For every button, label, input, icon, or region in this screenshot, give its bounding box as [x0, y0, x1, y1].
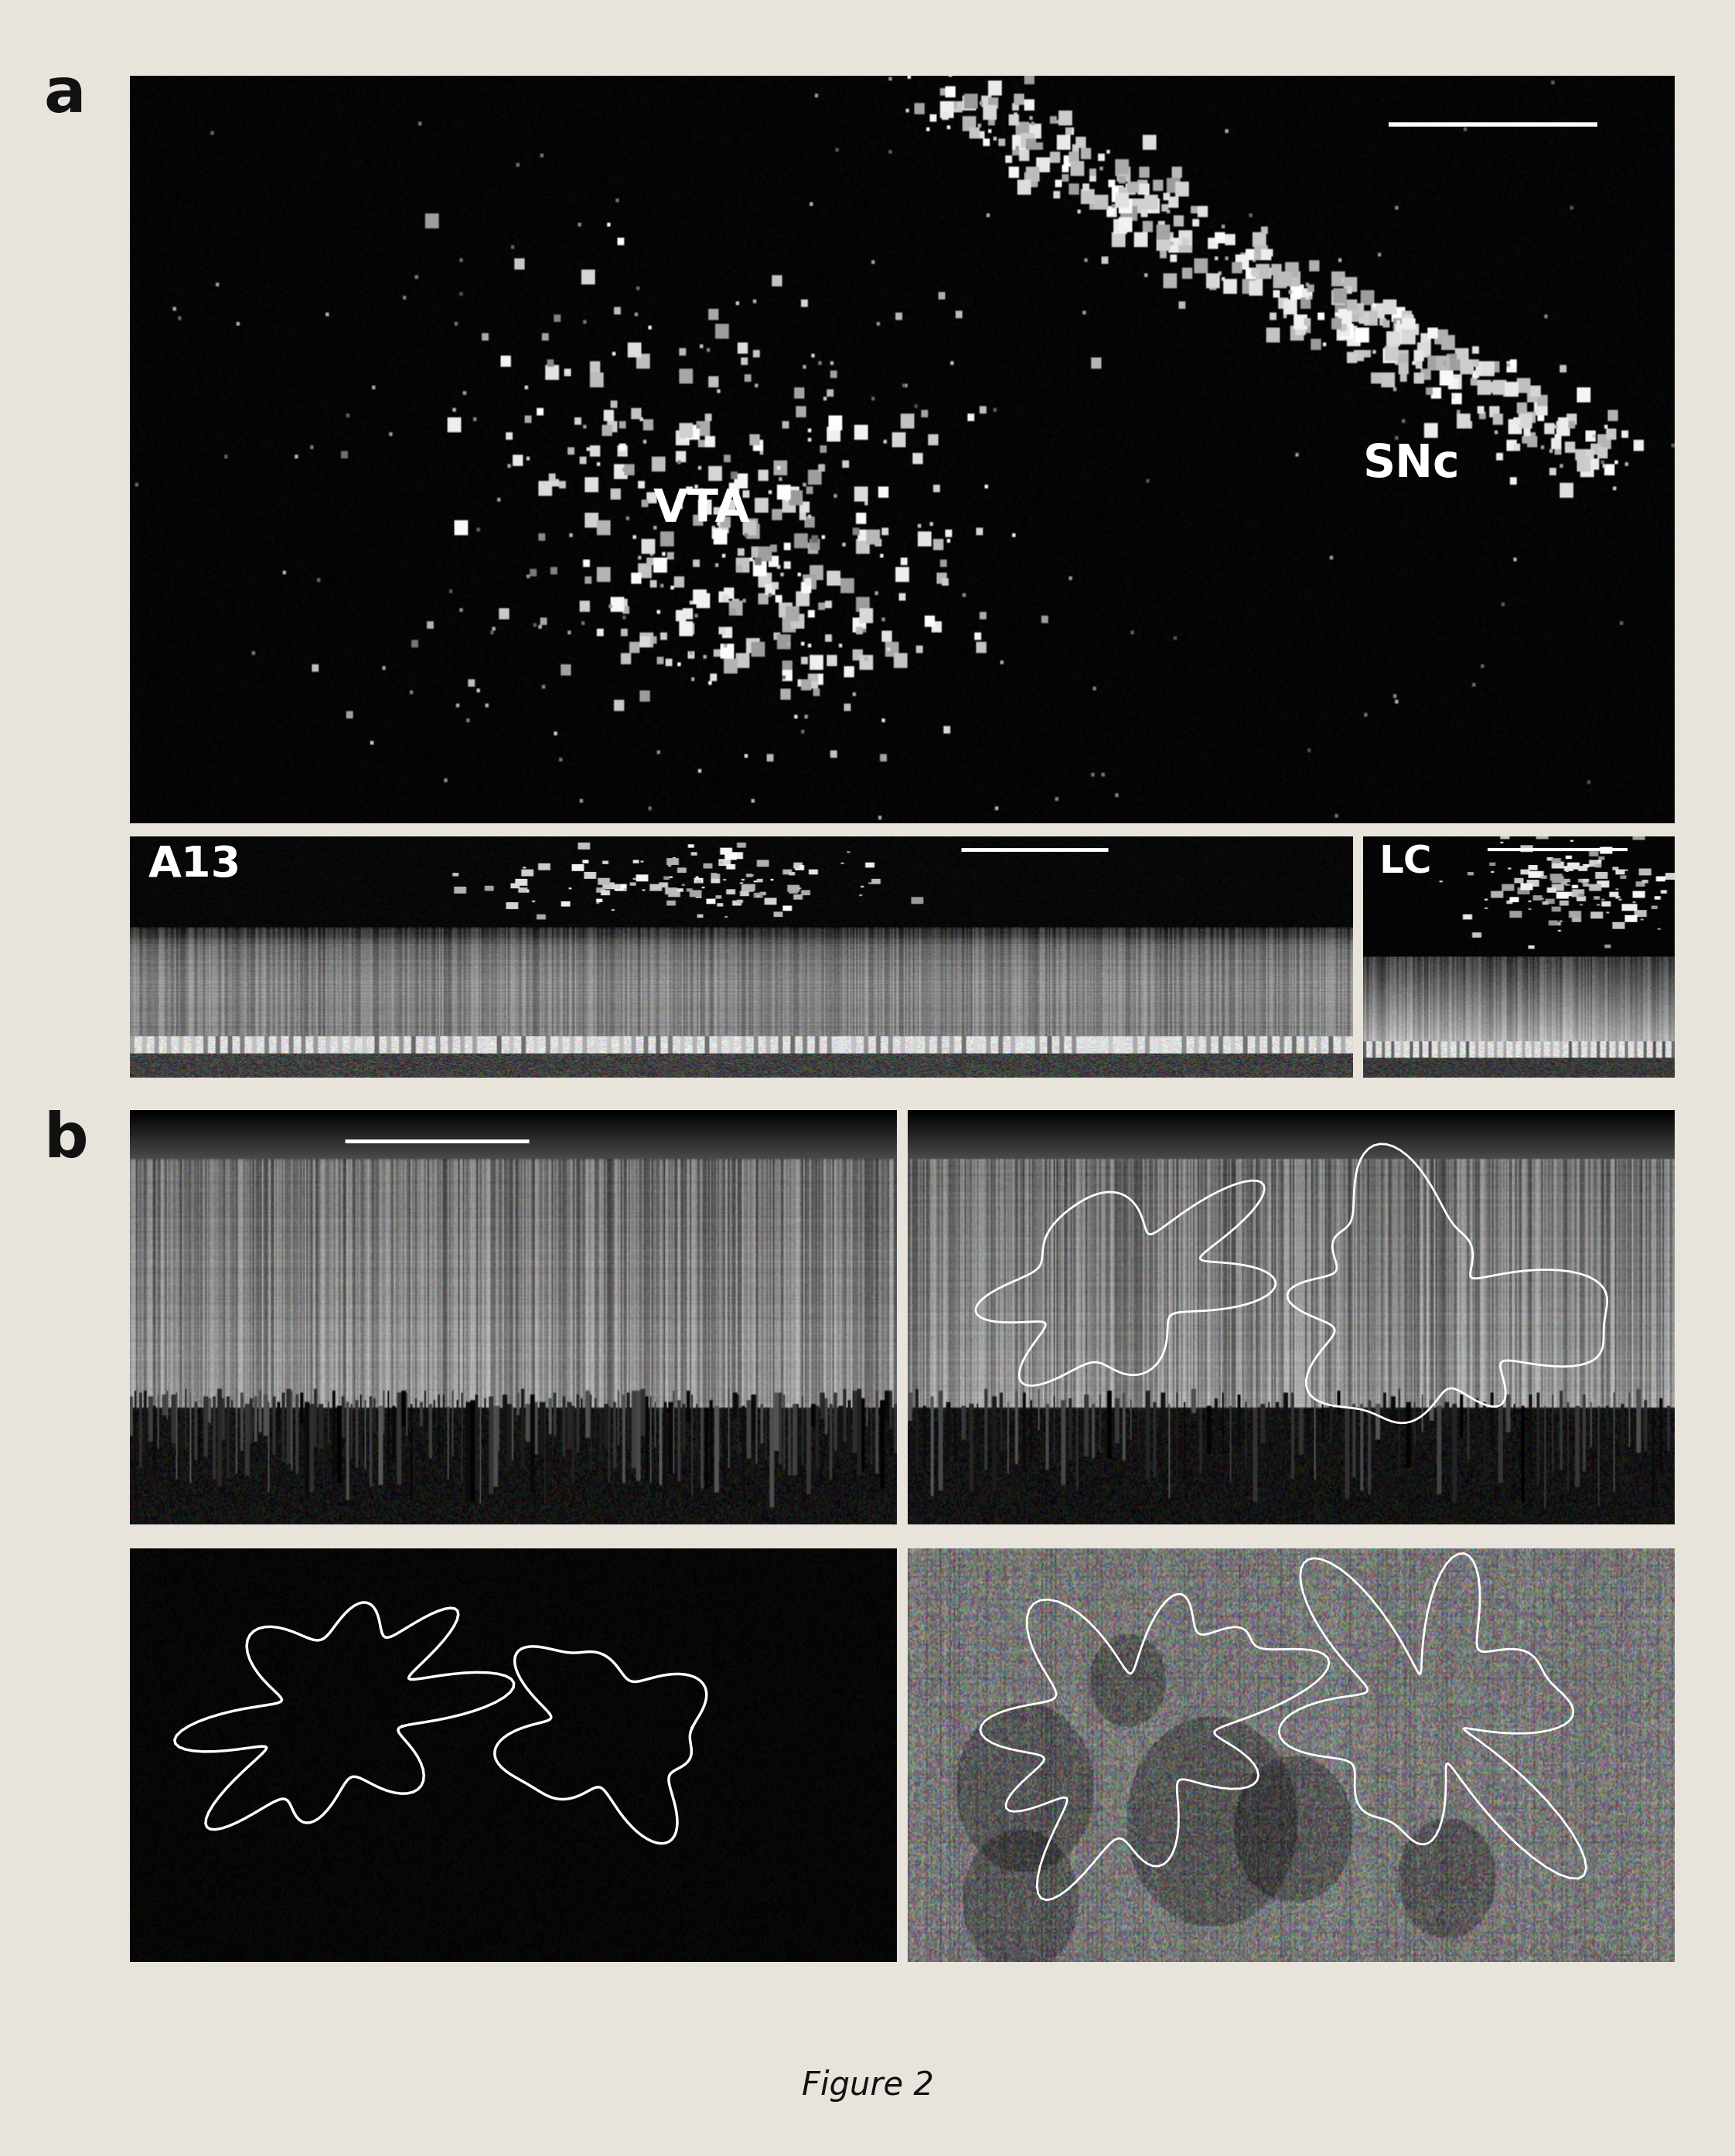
Text: b: b	[43, 1110, 88, 1171]
Text: Figure 2: Figure 2	[802, 2070, 933, 2102]
Text: LC: LC	[1379, 843, 1431, 882]
Text: a: a	[43, 65, 85, 125]
Text: SNc: SNc	[1364, 442, 1461, 487]
Text: A13: A13	[149, 843, 241, 886]
Text: VTA: VTA	[652, 487, 750, 530]
